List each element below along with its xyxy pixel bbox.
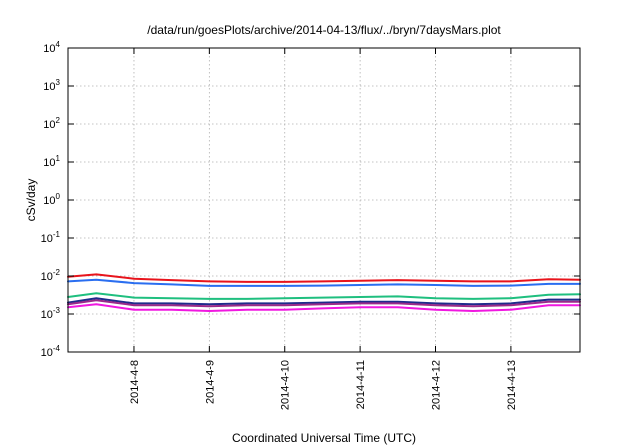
- series-line-2: [67, 278, 581, 287]
- x-tick-label: 2014-4-11: [355, 360, 367, 409]
- x-tick-label: 2014-4-13: [506, 360, 518, 410]
- y-tick-label: 10-2: [41, 268, 61, 283]
- y-axis-label: cSv/day: [24, 179, 38, 222]
- y-tick-label: 104: [43, 40, 60, 55]
- y-tick-label: 10-1: [41, 230, 61, 245]
- series-line-3: [67, 292, 581, 300]
- series-line-4: [67, 297, 581, 306]
- series-layer: [67, 273, 581, 312]
- x-tick-label: 2014-4-8: [129, 360, 141, 404]
- series-line-5: [67, 299, 581, 308]
- x-axis-label: Coordinated Universal Time (UTC): [232, 431, 416, 445]
- series-line-6: [67, 303, 581, 312]
- chart-title: /data/run/goesPlots/archive/2014-04-13/f…: [147, 23, 501, 37]
- y-tick-label: 103: [43, 78, 60, 93]
- y-tick-layer: 10-4 10-3 10-2 10-1 100 101 102 103 104: [41, 40, 580, 359]
- y-tick-label: 100: [43, 192, 60, 207]
- x-tick-label: 2014-4-12: [431, 360, 443, 410]
- y-tick-label: 102: [43, 116, 60, 131]
- grid-layer: [68, 48, 580, 352]
- series-line-1: [67, 273, 581, 283]
- x-tick-layer: 2014-4-8 2014-4-9 2014-4-10 2014-4-11 2014-4…: [129, 48, 518, 410]
- x-tick-label: 2014-4-10: [280, 360, 292, 410]
- y-tick-label: 10-4: [41, 344, 61, 359]
- y-tick-label: 10-3: [41, 306, 61, 321]
- y-tick-label: 101: [43, 154, 60, 169]
- x-tick-label: 2014-4-9: [204, 360, 216, 404]
